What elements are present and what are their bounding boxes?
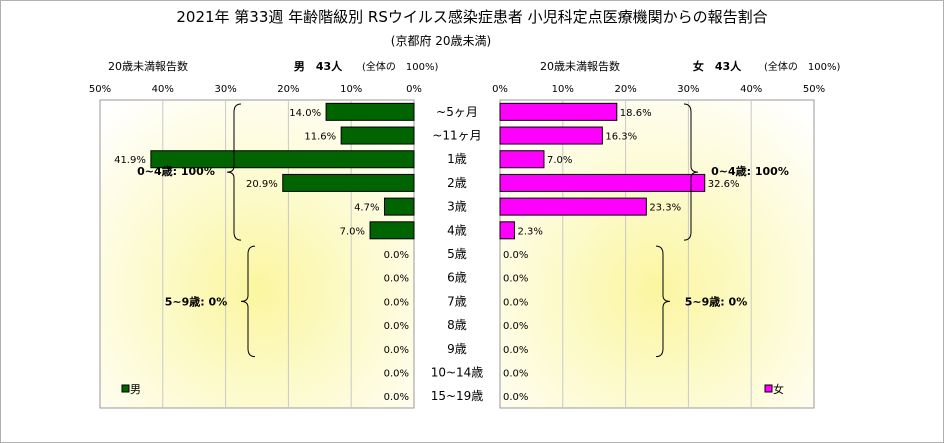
female-bar [499, 221, 515, 240]
category-label: 4歳 [447, 223, 467, 237]
female-brace-label-5-9: 5~9歳: 0% [685, 294, 747, 308]
chart-subtitle: (京都府 20歳未満) [391, 33, 491, 48]
female-value-label: 0.0% [503, 274, 528, 285]
male-value-label: 4.7% [354, 203, 379, 214]
male-brace-label-5-9: 5~9歳: 0% [165, 294, 227, 308]
male-brace-0-4 [226, 103, 242, 241]
female-x-tick-label: 10% [552, 84, 574, 95]
female-legend-swatch [764, 384, 773, 393]
female-header-note: (全体の 100%) [764, 60, 840, 73]
male-x-tick-label: 40% [152, 84, 174, 95]
male-x-tick-label: 10% [340, 84, 362, 95]
female-x-tick-label: 0% [492, 84, 508, 95]
male-legend-label: 男 [130, 383, 141, 396]
male-bar [325, 102, 415, 121]
female-value-label: 0.0% [503, 250, 528, 261]
female-value-label: 18.6% [620, 108, 652, 119]
male-value-label: 14.0% [289, 108, 321, 119]
male-value-label: 0.0% [384, 274, 409, 285]
category-label: 9歳 [447, 342, 467, 356]
female-x-tick-label: 50% [803, 84, 825, 95]
category-label: 15~19歳 [431, 389, 484, 403]
male-bar [383, 197, 415, 216]
female-value-label: 0.0% [503, 345, 528, 356]
male-header-total: 男 43人 [294, 59, 343, 73]
male-bar [369, 221, 415, 240]
category-label: 6歳 [447, 271, 467, 285]
male-value-label: 41.9% [114, 155, 146, 166]
male-bar [282, 173, 415, 192]
female-brace-0-4 [683, 103, 699, 241]
female-value-label: 7.0% [547, 155, 572, 166]
female-value-label: 0.0% [503, 297, 528, 308]
male-brace-5-9 [240, 245, 256, 358]
category-label: 5歳 [447, 247, 467, 261]
category-label: 7歳 [447, 294, 467, 308]
female-x-tick-label: 30% [677, 84, 699, 95]
male-value-label: 0.0% [384, 297, 409, 308]
female-bar [499, 197, 647, 216]
female-brace-label-0-4: 0~4歳: 100% [711, 164, 789, 178]
female-value-label: 0.0% [503, 392, 528, 403]
male-value-label: 0.0% [384, 345, 409, 356]
male-value-label: 7.0% [340, 226, 365, 237]
category-label: ~5ヶ月 [436, 105, 478, 119]
male-value-label: 0.0% [384, 368, 409, 379]
female-value-label: 0.0% [503, 368, 528, 379]
female-value-label: 32.6% [708, 179, 740, 190]
male-legend-swatch [121, 384, 130, 393]
male-plot-area [99, 99, 415, 409]
chart-title: 2021年 第33週 年齢階級別 RSウイルス感染症患者 小児科定点医療機関から… [176, 8, 767, 26]
male-bar [150, 150, 415, 169]
category-label: 10~14歳 [431, 365, 484, 379]
category-label: 3歳 [447, 200, 467, 214]
male-x-tick-label: 30% [214, 84, 236, 95]
male-value-label: 0.0% [384, 321, 409, 332]
male-header-label: 20歳未満報告数 [108, 60, 188, 73]
female-bar [499, 126, 603, 145]
female-header-label: 20歳未満報告数 [540, 60, 620, 73]
female-header-total: 女 43人 [693, 59, 742, 73]
male-x-tick-label: 50% [89, 84, 111, 95]
female-x-tick-label: 20% [614, 84, 636, 95]
female-bar [499, 102, 618, 121]
male-value-label: 0.0% [384, 392, 409, 403]
female-bar [499, 150, 545, 169]
female-value-label: 16.3% [605, 132, 637, 143]
category-label: 2歳 [447, 176, 467, 190]
female-plot-area [499, 99, 815, 409]
female-x-tick-label: 40% [740, 84, 762, 95]
female-legend-label: 女 [773, 382, 784, 396]
male-value-label: 20.9% [246, 179, 278, 190]
female-value-label: 0.0% [503, 321, 528, 332]
female-bar [499, 173, 706, 192]
female-value-label: 2.3% [517, 226, 542, 237]
male-value-label: 0.0% [384, 250, 409, 261]
category-label: 1歳 [447, 152, 467, 166]
category-label: 8歳 [447, 318, 467, 332]
male-brace-label-0-4: 0~4歳: 100% [137, 164, 215, 178]
male-x-tick-label: 0% [406, 84, 422, 95]
male-value-label: 11.6% [304, 132, 336, 143]
male-bar [340, 126, 415, 145]
female-brace-5-9 [655, 245, 671, 358]
male-header-note: (全体の 100%) [362, 60, 438, 73]
female-value-label: 23.3% [649, 203, 681, 214]
male-x-tick-label: 20% [277, 84, 299, 95]
category-label: ~11ヶ月 [432, 129, 481, 143]
